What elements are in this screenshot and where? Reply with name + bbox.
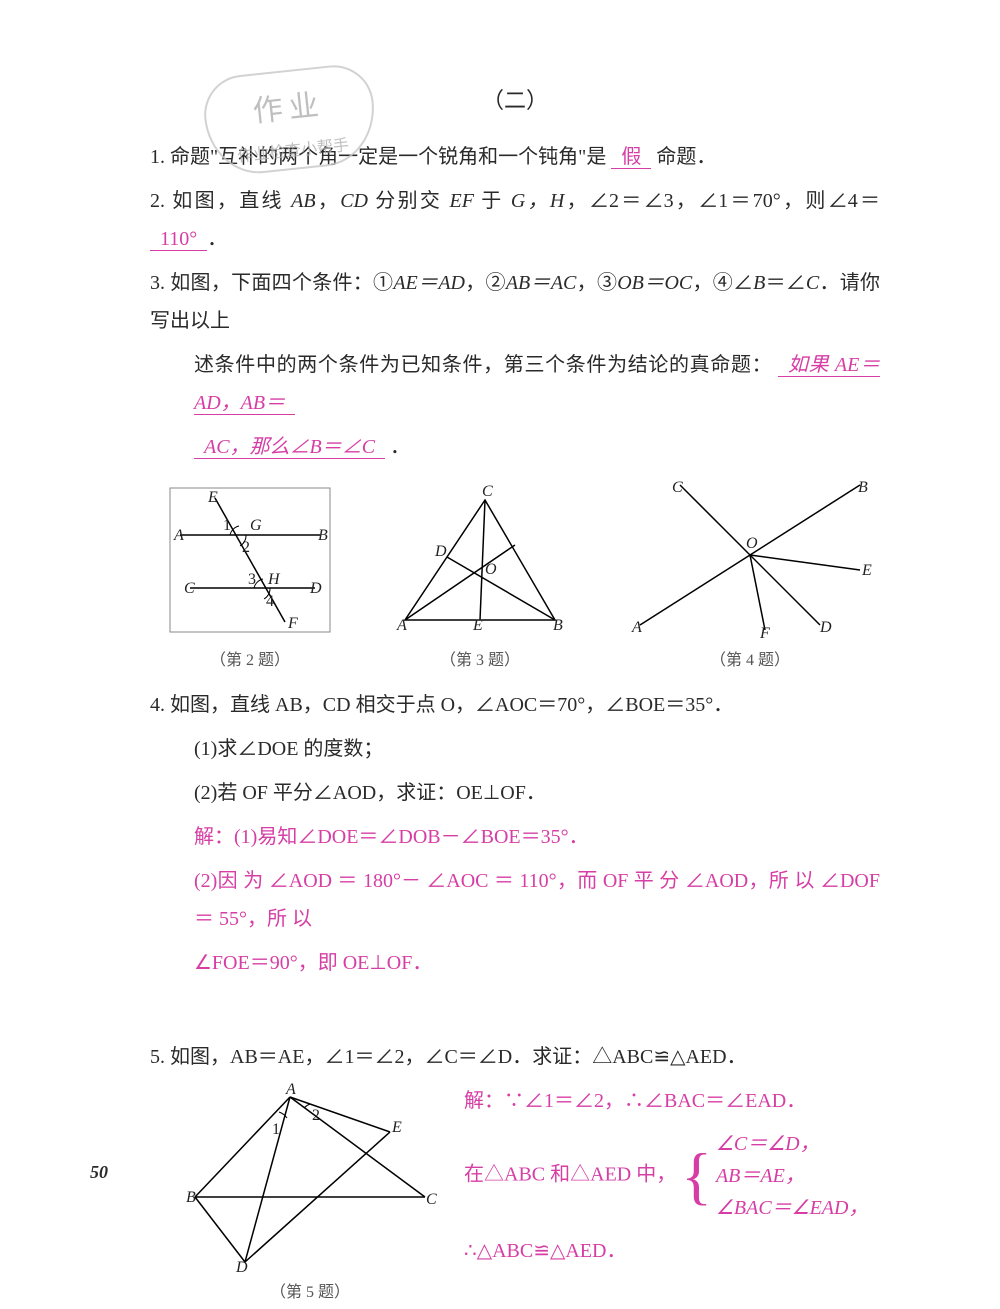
figure-5-caption: （第 5 题） xyxy=(180,1278,440,1308)
svg-text:1: 1 xyxy=(272,1121,280,1138)
question-4: 4. 如图，直线 AB，CD 相交于点 O，∠AOC＝70°，∠BOE＝35°． xyxy=(150,686,880,724)
question-5-row: A B C D E 1 2 （第 5 题） 解：∵∠1＝∠2，∴∠BAC＝∠EA… xyxy=(150,1082,880,1308)
q1-answer: 假 xyxy=(611,146,651,169)
svg-text:E: E xyxy=(861,562,872,579)
svg-text:A: A xyxy=(173,527,184,544)
svg-text:B: B xyxy=(186,1189,196,1206)
svg-text:F: F xyxy=(759,625,770,640)
svg-text:O: O xyxy=(485,561,497,578)
svg-text:B: B xyxy=(318,527,328,544)
q4-part2: (2)若 OF 平分∠AOD，求证：OE⊥OF． xyxy=(150,774,880,812)
svg-text:F: F xyxy=(287,615,298,632)
page-number: 50 xyxy=(90,1155,108,1189)
svg-text:4: 4 xyxy=(266,593,274,610)
svg-text:B: B xyxy=(858,480,868,496)
svg-text:E: E xyxy=(391,1119,402,1136)
left-brace-icon: { xyxy=(681,1144,712,1208)
q4-solution-2: (2)因 为 ∠AOD ＝ 180°－ ∠AOC ＝ 110°，而 OF 平 分… xyxy=(150,862,880,938)
svg-text:E: E xyxy=(207,489,218,506)
svg-text:D: D xyxy=(819,619,832,636)
svg-text:C: C xyxy=(184,580,195,597)
q1-prefix: 1. 命题"互补的两个角一定是一个锐角和一个钝角"是 xyxy=(150,146,606,168)
question-2: 2. 如图，直线 AB，CD 分别交 EF 于 G，H，∠2＝∠3，∠1＝70°… xyxy=(150,182,880,258)
q5-s3: ∴△ABC≌△AED． xyxy=(464,1232,880,1270)
figure-3-svg: A B C D E O xyxy=(385,480,575,640)
figure-5: A B C D E 1 2 （第 5 题） xyxy=(180,1082,440,1308)
svg-text:D: D xyxy=(434,543,447,560)
figure-4: A B C D E F O （第 4 题） xyxy=(620,480,880,676)
svg-text:2: 2 xyxy=(242,539,250,556)
figure-5-svg: A B C D E 1 2 xyxy=(180,1082,440,1272)
figure-4-caption: （第 4 题） xyxy=(620,646,880,676)
svg-text:B: B xyxy=(553,617,563,634)
q5-s2: 在△ABC 和△AED 中， { ∠C＝∠D， AB＝AE， ∠BAC＝∠EAD… xyxy=(464,1128,880,1224)
figure-2: E F A B C D G H 1 2 3 4 （第 2 题） xyxy=(160,480,340,676)
q5-solution: 解：∵∠1＝∠2，∴∠BAC＝∠EAD． 在△ABC 和△AED 中， { ∠C… xyxy=(464,1082,880,1270)
svg-text:H: H xyxy=(267,571,281,588)
q4-solution-1: 解：(1)易知∠DOE＝∠DOB－∠BOE＝35°． xyxy=(150,818,880,856)
figure-4-svg: A B C D E F O xyxy=(620,480,880,640)
question-5: 5. 如图，AB＝AE，∠1＝∠2，∠C＝∠D．求证：△ABC≌△AED． xyxy=(150,1038,880,1076)
svg-text:O: O xyxy=(746,535,758,552)
q4-part1: (1)求∠DOE 的度数； xyxy=(150,730,880,768)
question-3-line3: AC，那么∠B＝∠C ． xyxy=(150,428,880,466)
svg-text:A: A xyxy=(285,1082,296,1098)
svg-text:C: C xyxy=(672,480,683,496)
question-3: 3. 如图，下面四个条件：①AE＝AD，②AB＝AC，③OB＝OC，④∠B＝∠C… xyxy=(150,264,880,340)
svg-text:C: C xyxy=(426,1191,437,1208)
svg-text:D: D xyxy=(309,580,322,597)
svg-text:D: D xyxy=(235,1259,248,1272)
q1-suffix: 命题． xyxy=(656,146,716,168)
figure-2-caption: （第 2 题） xyxy=(160,646,340,676)
svg-text:C: C xyxy=(482,483,493,500)
figure-2-svg: E F A B C D G H 1 2 3 4 xyxy=(160,480,340,640)
q2-answer: 110° xyxy=(150,228,207,251)
svg-text:A: A xyxy=(396,617,407,634)
svg-text:2: 2 xyxy=(312,1107,320,1124)
figure-3-caption: （第 3 题） xyxy=(385,646,575,676)
question-3-line2: 述条件中的两个条件为已知条件，第三个条件为结论的真命题： 如果 AE＝AD，AB… xyxy=(150,346,880,422)
figure-3: A B C D E O （第 3 题） xyxy=(385,480,575,676)
question-1: 1. 命题"互补的两个角一定是一个锐角和一个钝角"是 假 命题． xyxy=(150,138,880,176)
svg-text:E: E xyxy=(472,617,483,634)
svg-text:A: A xyxy=(631,619,642,636)
q4-solution-3: ∠FOE＝90°，即 OE⊥OF． xyxy=(150,944,880,982)
q5-s1: 解：∵∠1＝∠2，∴∠BAC＝∠EAD． xyxy=(464,1082,880,1120)
section-title: （二） xyxy=(150,80,880,122)
svg-text:1: 1 xyxy=(223,517,231,534)
q3-answer-2: AC，那么∠B＝∠C xyxy=(194,436,385,459)
svg-text:G: G xyxy=(250,517,262,534)
figure-row: E F A B C D G H 1 2 3 4 （第 2 题） A B C xyxy=(160,480,880,676)
